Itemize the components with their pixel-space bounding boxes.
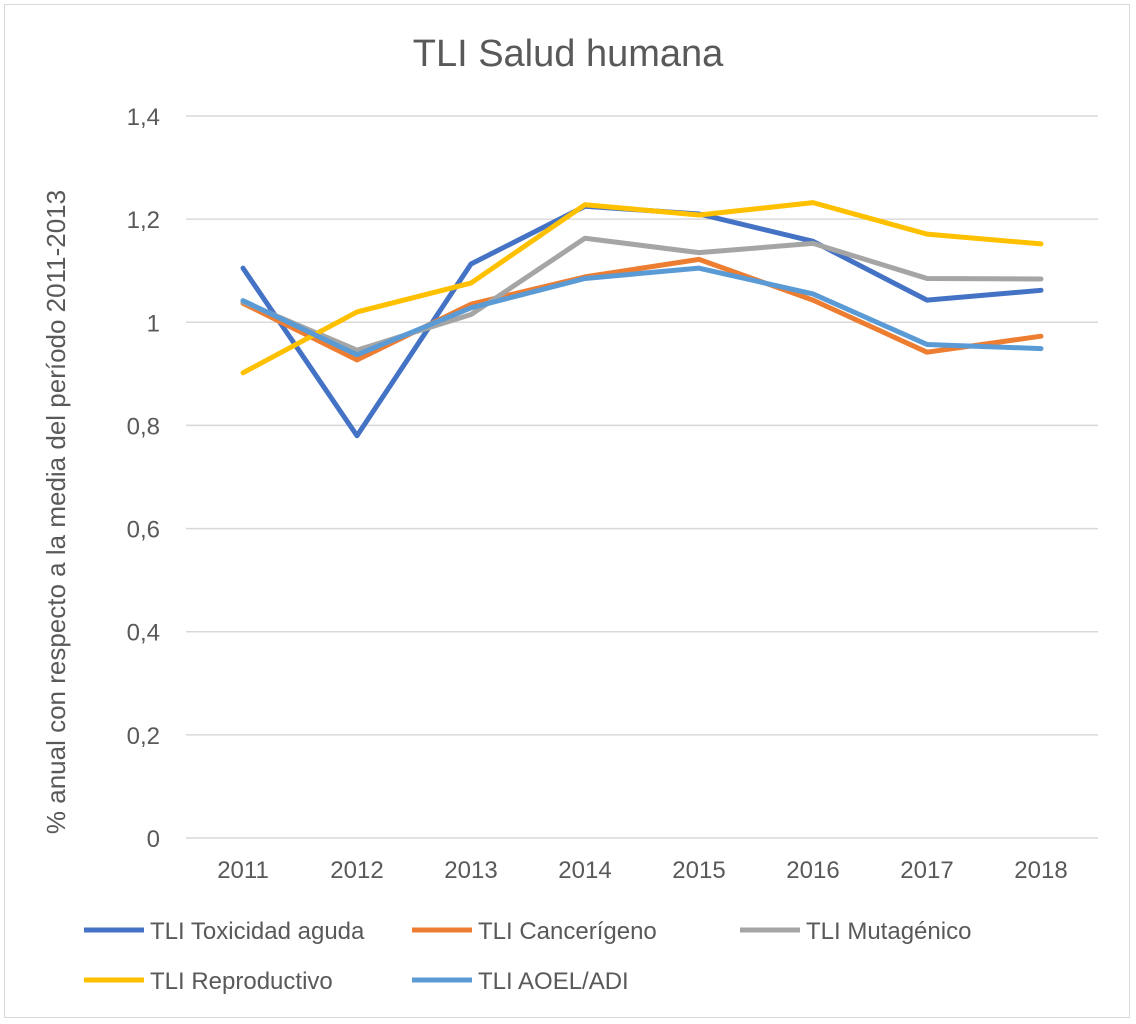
legend: TLI Toxicidad aguda TLI Cancerígeno TLI Mu… — [84, 918, 971, 995]
legend-item: TLI Toxicidad aguda — [84, 918, 365, 945]
y-tick-label: 0,4 — [127, 620, 160, 647]
series-line-1 — [240, 256, 1044, 363]
legend-label: TLI Toxicidad aguda — [150, 918, 365, 945]
y-tick-label: 0,2 — [127, 723, 160, 750]
chart-title: TLI Salud humana — [413, 33, 724, 75]
x-axis-ticks: 2011 2012 2013 2014 2015 2016 2017 2018 — [217, 857, 1068, 884]
y-axis-label: % anual con respecto a la media del perí… — [41, 190, 71, 834]
series-line-2 — [240, 235, 1044, 353]
y-tick-label: 1 — [147, 310, 160, 337]
x-tick-label: 2016 — [786, 857, 839, 884]
y-tick-label: 0 — [147, 826, 160, 853]
legend-item: TLI Cancerígeno — [412, 918, 657, 945]
x-tick-label: 2012 — [330, 857, 383, 884]
x-tick-label: 2015 — [672, 857, 725, 884]
legend-label: TLI AOEL/ADI — [478, 968, 629, 995]
x-tick-label: 2017 — [900, 857, 953, 884]
legend-item: TLI AOEL/ADI — [412, 968, 629, 995]
x-tick-label: 2018 — [1014, 857, 1067, 884]
series-lines — [240, 200, 1044, 439]
y-axis-ticks: 0 0,2 0,4 0,6 0,8 1 1,2 1,4 — [127, 104, 160, 853]
y-tick-label: 1,4 — [127, 104, 160, 131]
legend-label: TLI Cancerígeno — [478, 918, 657, 945]
y-tick-label: 0,6 — [127, 517, 160, 544]
y-tick-label: 0,8 — [127, 413, 160, 440]
legend-item: TLI Mutagénico — [740, 918, 971, 945]
legend-item: TLI Reproductivo — [84, 968, 333, 995]
series-line-0 — [240, 203, 1044, 439]
chart-frame — [4, 4, 1130, 1018]
x-tick-label: 2013 — [444, 857, 497, 884]
x-tick-label: 2014 — [558, 857, 611, 884]
series-line-4 — [240, 265, 1044, 358]
x-tick-label: 2011 — [217, 857, 269, 884]
y-tick-label: 1,2 — [127, 207, 160, 234]
legend-label: TLI Mutagénico — [806, 918, 971, 945]
gridlines — [186, 115, 1098, 839]
legend-label: TLI Reproductivo — [150, 968, 333, 995]
series-line-3 — [240, 200, 1044, 376]
